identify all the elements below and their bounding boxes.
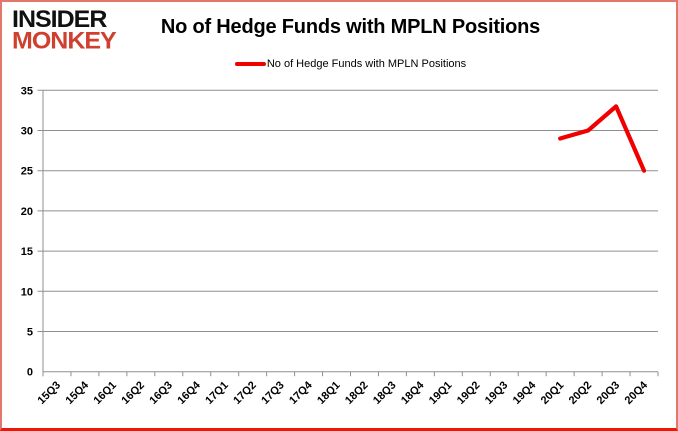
y-tick-label-35: 35 xyxy=(21,85,33,97)
insider-monkey-logo: INSIDER MONKEY xyxy=(12,5,117,55)
x-tick-label-18Q3: 18Q3 xyxy=(371,379,399,407)
x-tick-label-17Q1: 17Q1 xyxy=(203,379,231,407)
x-tick-label-16Q4: 16Q4 xyxy=(175,379,203,407)
chart-legend: No of Hedge Funds with MPLN Positions xyxy=(43,58,658,70)
x-tick-label-15Q3: 15Q3 xyxy=(36,379,64,407)
y-tick-label-0: 0 xyxy=(27,367,33,379)
x-tick-label-19Q2: 19Q2 xyxy=(455,379,483,407)
x-tick-label-17Q3: 17Q3 xyxy=(259,379,287,407)
x-tick-label-16Q2: 16Q2 xyxy=(119,379,147,407)
logo-line-insider: INSIDER xyxy=(12,5,107,33)
series-line-no-of-hedge-funds-with-mpln-positions xyxy=(558,104,647,173)
x-tick-label-16Q1: 16Q1 xyxy=(91,379,119,407)
x-tick-label-17Q2: 17Q2 xyxy=(231,379,259,407)
x-tick-label-20Q2: 20Q2 xyxy=(567,379,595,407)
x-tick-label-20Q4: 20Q4 xyxy=(623,379,651,407)
x-tick-label-19Q1: 19Q1 xyxy=(427,379,455,407)
logo-line-monkey: MONKEY xyxy=(12,27,117,55)
x-tick-label-19Q4: 19Q4 xyxy=(511,379,539,407)
y-tick-label-5: 5 xyxy=(27,327,33,339)
x-tick-label-18Q4: 18Q4 xyxy=(399,379,427,407)
y-tick-label-25: 25 xyxy=(21,166,33,178)
x-tick-label-20Q1: 20Q1 xyxy=(539,379,567,407)
y-tick-label-10: 10 xyxy=(21,286,33,298)
y-tick-label-20: 20 xyxy=(21,206,33,218)
x-tick-label-18Q2: 18Q2 xyxy=(343,379,371,407)
legend-label: No of Hedge Funds with MPLN Positions xyxy=(266,58,467,70)
x-tick-label-18Q1: 18Q1 xyxy=(315,379,343,407)
x-tick-label-17Q4: 17Q4 xyxy=(287,379,315,407)
legend-line-swatch-icon xyxy=(234,62,266,66)
y-tick-label-15: 15 xyxy=(21,246,33,258)
y-tick-label-30: 30 xyxy=(21,126,33,138)
chart-title: No of Hedge Funds with MPLN Positions xyxy=(160,16,541,38)
x-tick-label-16Q3: 16Q3 xyxy=(147,379,175,407)
x-tick-label-20Q3: 20Q3 xyxy=(595,379,623,407)
x-tick-label-15Q4: 15Q4 xyxy=(64,379,92,407)
x-tick-label-19Q3: 19Q3 xyxy=(483,379,511,407)
